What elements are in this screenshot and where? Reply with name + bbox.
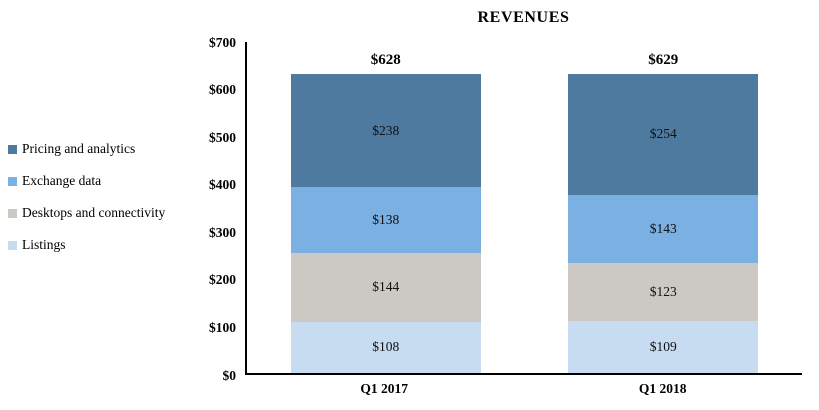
total-label-q1-2017: $628 (370, 52, 401, 69)
x-axis-labels: Q1 2017 Q1 2018 (245, 381, 802, 397)
y-tick-label--600: $600 (209, 81, 236, 97)
legend-label: Pricing and analytics (22, 141, 136, 156)
x-tick-label-q1-2017: Q1 2017 (360, 381, 409, 396)
legend-swatch-listings (8, 240, 17, 250)
y-tick-label--400: $400 (209, 176, 236, 192)
segment-pricing-and-analytics-q1-2018: $254 (568, 73, 759, 195)
segment-listings-q1-2018: $109 (568, 321, 759, 373)
segment-desktops-and-connectivity-q1-2018: $123 (568, 262, 759, 322)
legend-item-pricing-and-analytics: Pricing and analytics (8, 141, 165, 157)
y-tick-label--100: $100 (209, 319, 236, 335)
segment-exchange-data-q1-2017: $138 (290, 187, 481, 254)
legend-label: Listings (22, 237, 66, 252)
plot-area: $108 $144 $138 $238 $628 $109 $123 $143 $254 $629 (245, 42, 802, 375)
segment-listings-q1-2017: $108 (290, 321, 481, 373)
segment-exchange-data-q1-2018: $143 (568, 194, 759, 263)
segment-pricing-and-analytics-q1-2017: $238 (290, 74, 481, 188)
stacked-bar-q1-2017: $108 $144 $138 $238 $628 (290, 52, 481, 373)
stacked-bar-q1-2018: $109 $123 $143 $254 $629 (568, 51, 759, 373)
y-tick-label--0: $0 (222, 367, 237, 383)
chart-title: REVENUES (477, 9, 570, 26)
y-axis-labels: $0 $100 $200 $300 $400 $500 $600 $700 (150, 35, 236, 381)
x-tick-label-q1-2018: Q1 2018 (638, 381, 687, 396)
legend-item-exchange-data: Exchange data (8, 173, 165, 189)
y-tick-label--200: $200 (209, 272, 236, 288)
legend-swatch-desktops-and-connectivity (8, 208, 17, 218)
chart-legend: Pricing and analytics Exchange data Desk… (8, 141, 165, 253)
legend-label: Desktops and connectivity (22, 205, 166, 220)
segment-desktops-and-connectivity-q1-2017: $144 (290, 253, 481, 322)
y-tick-label--700: $700 (209, 34, 236, 50)
legend-item-listings: Listings (8, 237, 165, 253)
legend-label: Exchange data (22, 173, 102, 188)
legend-swatch-exchange-data (8, 176, 17, 186)
y-tick-label--500: $500 (209, 129, 236, 145)
total-label-q1-2018: $629 (648, 51, 679, 68)
y-tick-label--300: $300 (209, 224, 236, 240)
legend-swatch-pricing-and-analytics (8, 144, 17, 154)
legend-item-desktops-and-connectivity: Desktops and connectivity (8, 205, 165, 221)
